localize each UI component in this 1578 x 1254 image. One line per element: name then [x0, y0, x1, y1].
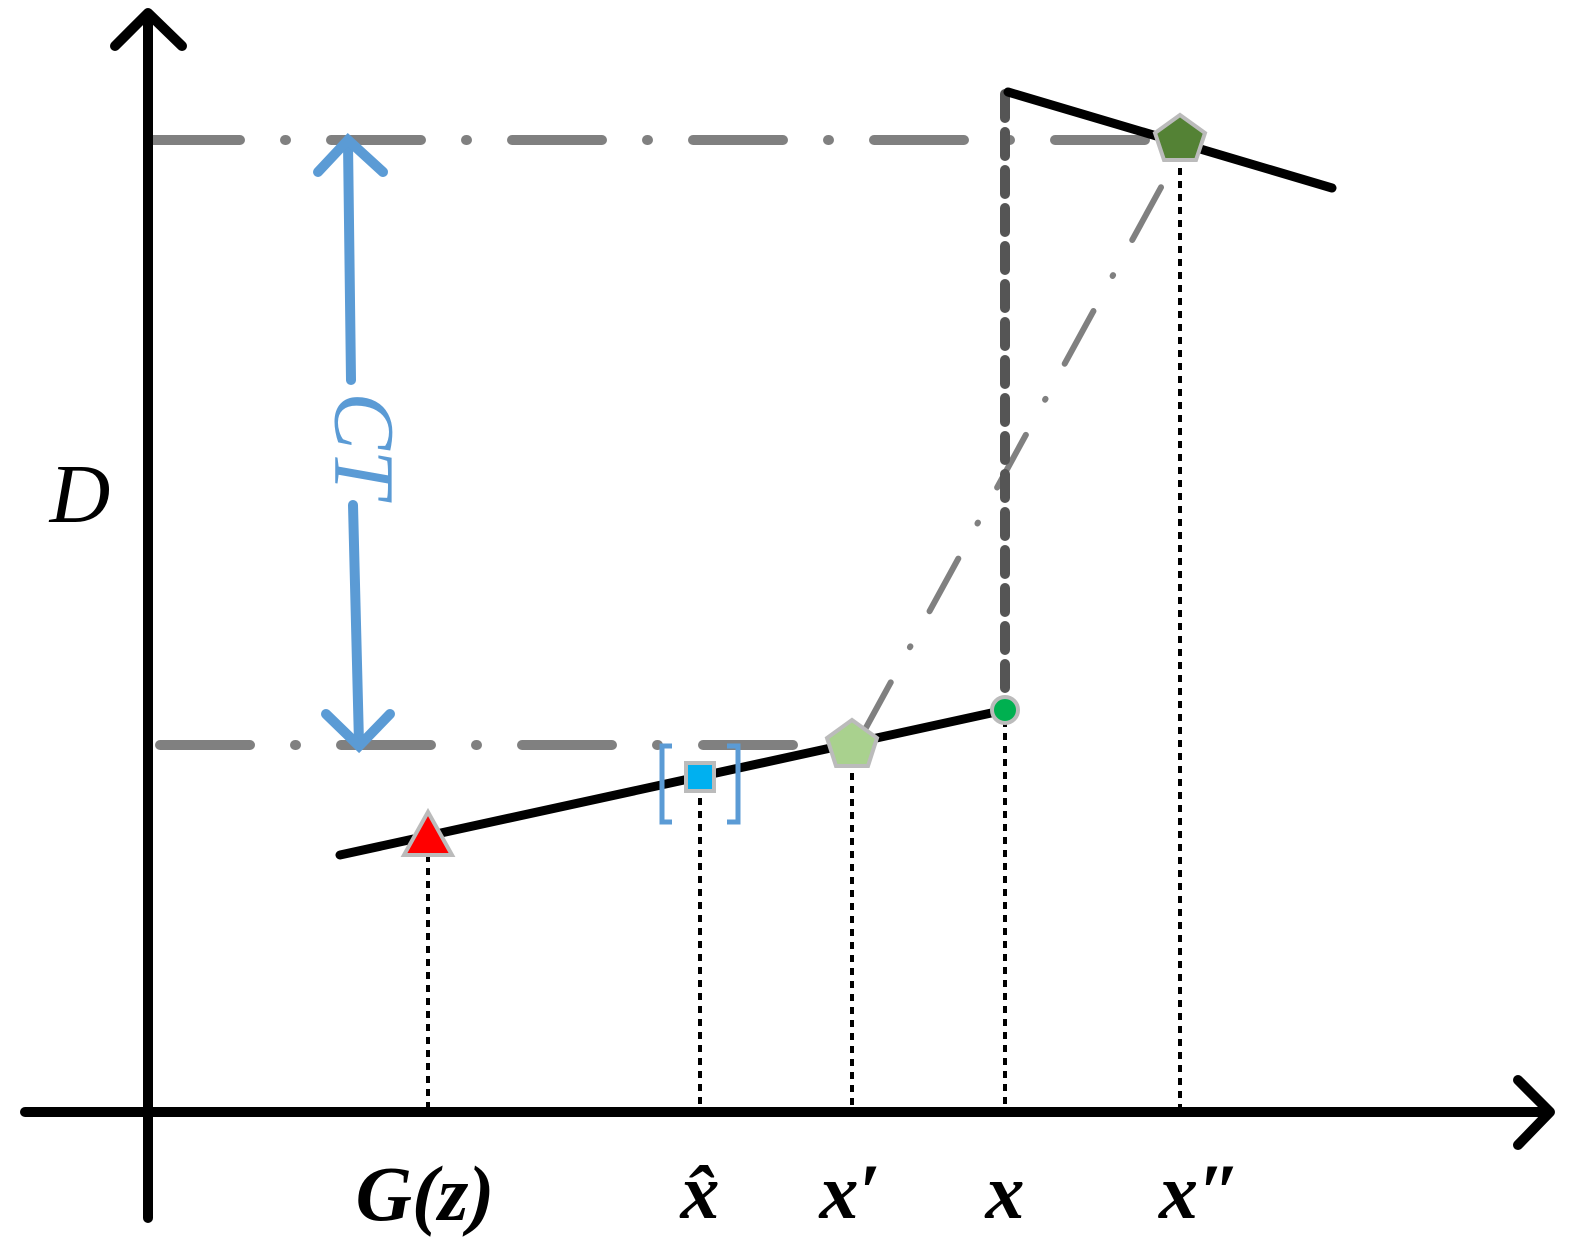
- brackets: [659, 743, 741, 825]
- diagonal-guide: [859, 177, 1168, 738]
- pentagon-marker: [1152, 112, 1208, 162]
- square-marker: [684, 761, 716, 793]
- triangle-marker: [400, 807, 456, 857]
- y-axis: [110, 8, 187, 1223]
- arrow-head: [321, 709, 395, 754]
- x-label: x: [985, 1148, 1025, 1235]
- lower-segment: [335, 705, 1010, 860]
- drop-lines: [426, 155, 1182, 1110]
- arrow-head: [313, 132, 388, 177]
- axis-label: D: [49, 448, 111, 541]
- pentagon-marker: [824, 717, 880, 768]
- guides: [145, 135, 1205, 750]
- arrow-shaft: [343, 138, 364, 748]
- x-label: x̂: [680, 1148, 720, 1235]
- axes: [20, 8, 1555, 1223]
- x-label: x″: [1158, 1148, 1241, 1235]
- ct-arrow: [313, 132, 395, 754]
- circle-marker: [990, 695, 1020, 725]
- x-axis: [20, 1075, 1555, 1150]
- x-label: x′: [819, 1148, 881, 1235]
- x-label: G(z): [356, 1150, 495, 1237]
- arrow-label: CT: [316, 392, 412, 502]
